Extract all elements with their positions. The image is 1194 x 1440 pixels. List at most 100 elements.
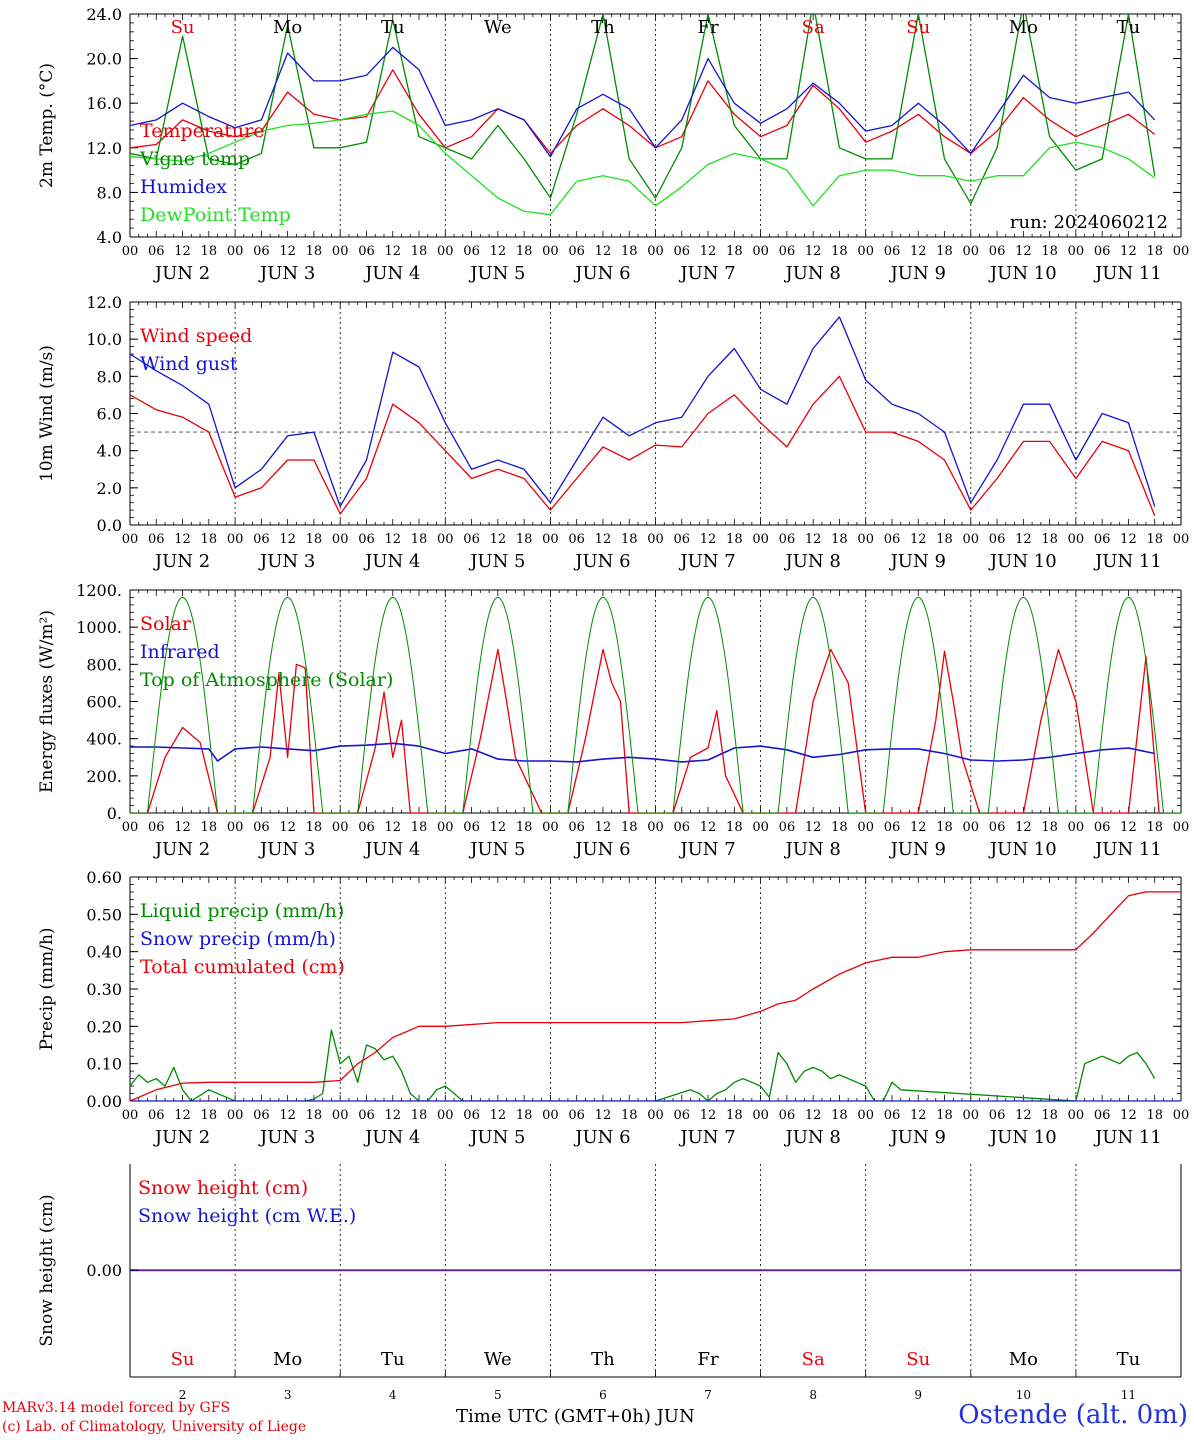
y-tick-label: 200. — [86, 767, 122, 786]
hour-tick-label: 00 — [857, 1108, 874, 1123]
y-tick-label: 0.40 — [86, 943, 122, 962]
hour-tick-label: 00 — [1068, 532, 1085, 547]
series-vigne-temp-line — [130, 14, 1156, 205]
hour-tick-label: 18 — [1146, 1108, 1163, 1123]
hour-tick-label: 06 — [1094, 532, 1111, 547]
hour-tick-label: 00 — [227, 532, 244, 547]
hour-tick-label: 06 — [148, 1108, 165, 1123]
day-label: JUN 5 — [468, 551, 525, 572]
hour-tick-label: 12 — [384, 244, 401, 259]
y-tick-label: 8.0 — [97, 367, 122, 386]
day-label: JUN 5 — [468, 263, 525, 284]
day-label: JUN 2 — [153, 551, 210, 572]
hour-tick-label: 06 — [674, 1108, 691, 1123]
hour-tick-label: 12 — [910, 820, 927, 835]
hour-tick-label: 12 — [805, 1108, 822, 1123]
weekday-label: Mo — [1009, 1349, 1038, 1370]
hour-tick-label: 12 — [384, 820, 401, 835]
hour-tick-label: 12 — [700, 532, 717, 547]
hour-tick-label: 06 — [1094, 820, 1111, 835]
legend-series-temperature: Temperature — [140, 120, 264, 142]
hour-tick-label: 12 — [700, 244, 717, 259]
day-label: JUN 2 — [153, 263, 210, 284]
hour-tick-label: 18 — [201, 532, 218, 547]
day-label: JUN 9 — [889, 551, 946, 572]
hour-tick-label: 18 — [831, 532, 848, 547]
hour-tick-label: 18 — [621, 532, 638, 547]
hour-tick-label: 12 — [279, 1108, 296, 1123]
hour-tick-label: 12 — [805, 244, 822, 259]
y-tick-label: 600. — [86, 693, 122, 712]
hour-tick-label: 06 — [674, 820, 691, 835]
hour-tick-label: 18 — [411, 1108, 428, 1123]
hour-tick-label: 12 — [1120, 820, 1137, 835]
day-label: JUN 9 — [889, 1127, 946, 1148]
day-label: JUN 9 — [889, 839, 946, 860]
hour-tick-label: 12 — [490, 532, 507, 547]
hour-tick-label: 00 — [1068, 1108, 1085, 1123]
y-axis-label: Snow height (cm) — [37, 1194, 57, 1346]
hour-tick-label: 18 — [936, 1108, 953, 1123]
weekday-label: Mo — [273, 17, 302, 38]
hour-tick-label: 00 — [122, 820, 139, 835]
day-label: JUN 9 — [889, 263, 946, 284]
series-layer — [130, 316, 1181, 516]
day-number-label: 4 — [389, 1388, 397, 1402]
hour-tick-label: 06 — [463, 820, 480, 835]
y-tick-label: 0. — [107, 804, 122, 823]
hour-tick-label: 00 — [963, 244, 980, 259]
legend-series-top-of-atmosphere-solar: Top of Atmosphere (Solar) — [140, 669, 393, 691]
hour-tick-label: 18 — [726, 532, 743, 547]
legend-series-wind-gust: Wind gust — [140, 353, 238, 375]
hour-tick-label: 06 — [568, 820, 585, 835]
day-number-label: 9 — [914, 1388, 922, 1402]
hour-tick-label: 18 — [306, 244, 323, 259]
weekday-label: Su — [906, 1349, 930, 1370]
day-label: JUN 4 — [363, 551, 420, 572]
hour-tick-label: 06 — [568, 532, 585, 547]
y-tick-label: 8.0 — [97, 183, 122, 202]
hour-tick-label: 18 — [1146, 532, 1163, 547]
hour-tick-label: 06 — [779, 244, 796, 259]
hour-tick-label: 12 — [174, 532, 191, 547]
hour-tick-label: 12 — [384, 532, 401, 547]
hour-tick-label: 12 — [490, 244, 507, 259]
hour-tick-label: 12 — [174, 244, 191, 259]
hour-tick-label: 18 — [1146, 244, 1163, 259]
hour-tick-label: 06 — [148, 244, 165, 259]
hour-tick-label: 12 — [595, 532, 612, 547]
day-label: JUN 6 — [573, 1127, 630, 1148]
y-tick-label: 400. — [86, 730, 122, 749]
weekday-label: Fr — [698, 17, 719, 38]
y-tick-label: 4.0 — [97, 442, 122, 461]
y-tick-label: 0.00 — [86, 1261, 122, 1280]
hour-tick-label: 18 — [936, 532, 953, 547]
legend-series-dewpoint-temp: DewPoint Temp — [140, 204, 291, 226]
hour-tick-label: 00 — [647, 1108, 664, 1123]
day-label: JUN 3 — [258, 839, 315, 860]
day-label: JUN 4 — [363, 1127, 420, 1148]
hour-tick-label: 18 — [831, 1108, 848, 1123]
panel-3: 0. 200. 400. 600. 800. 1000. 1200. Energy fluxe… — [37, 581, 1189, 860]
weekday-label: Th — [591, 1349, 615, 1370]
y-tick-label: 0.00 — [86, 1092, 122, 1111]
hour-tick-label: 00 — [963, 1108, 980, 1123]
legend-series-wind-speed: Wind speed — [140, 325, 252, 347]
y-tick-label: 0.50 — [86, 905, 122, 924]
hour-tick-label: 18 — [201, 1108, 218, 1123]
hour-tick-label: 12 — [1015, 244, 1032, 259]
hour-tick-label: 12 — [1015, 820, 1032, 835]
hour-tick-label: 12 — [1120, 532, 1137, 547]
legend-series-snow-precip-mm-h: Snow precip (mm/h) — [140, 928, 336, 950]
hour-tick-label: 00 — [542, 244, 559, 259]
legend-series-snow-height-cm: Snow height (cm) — [138, 1177, 308, 1199]
hour-tick-label: 18 — [411, 244, 428, 259]
hour-tick-label: 18 — [1041, 820, 1058, 835]
hour-tick-label: 12 — [595, 244, 612, 259]
y-tick-label: 24.0 — [86, 5, 122, 24]
day-label: JUN 5 — [468, 839, 525, 860]
y-tick-label: 0.0 — [97, 516, 122, 535]
hour-tick-label: 06 — [779, 820, 796, 835]
day-label: JUN 6 — [573, 839, 630, 860]
hour-tick-label: 00 — [332, 1108, 349, 1123]
